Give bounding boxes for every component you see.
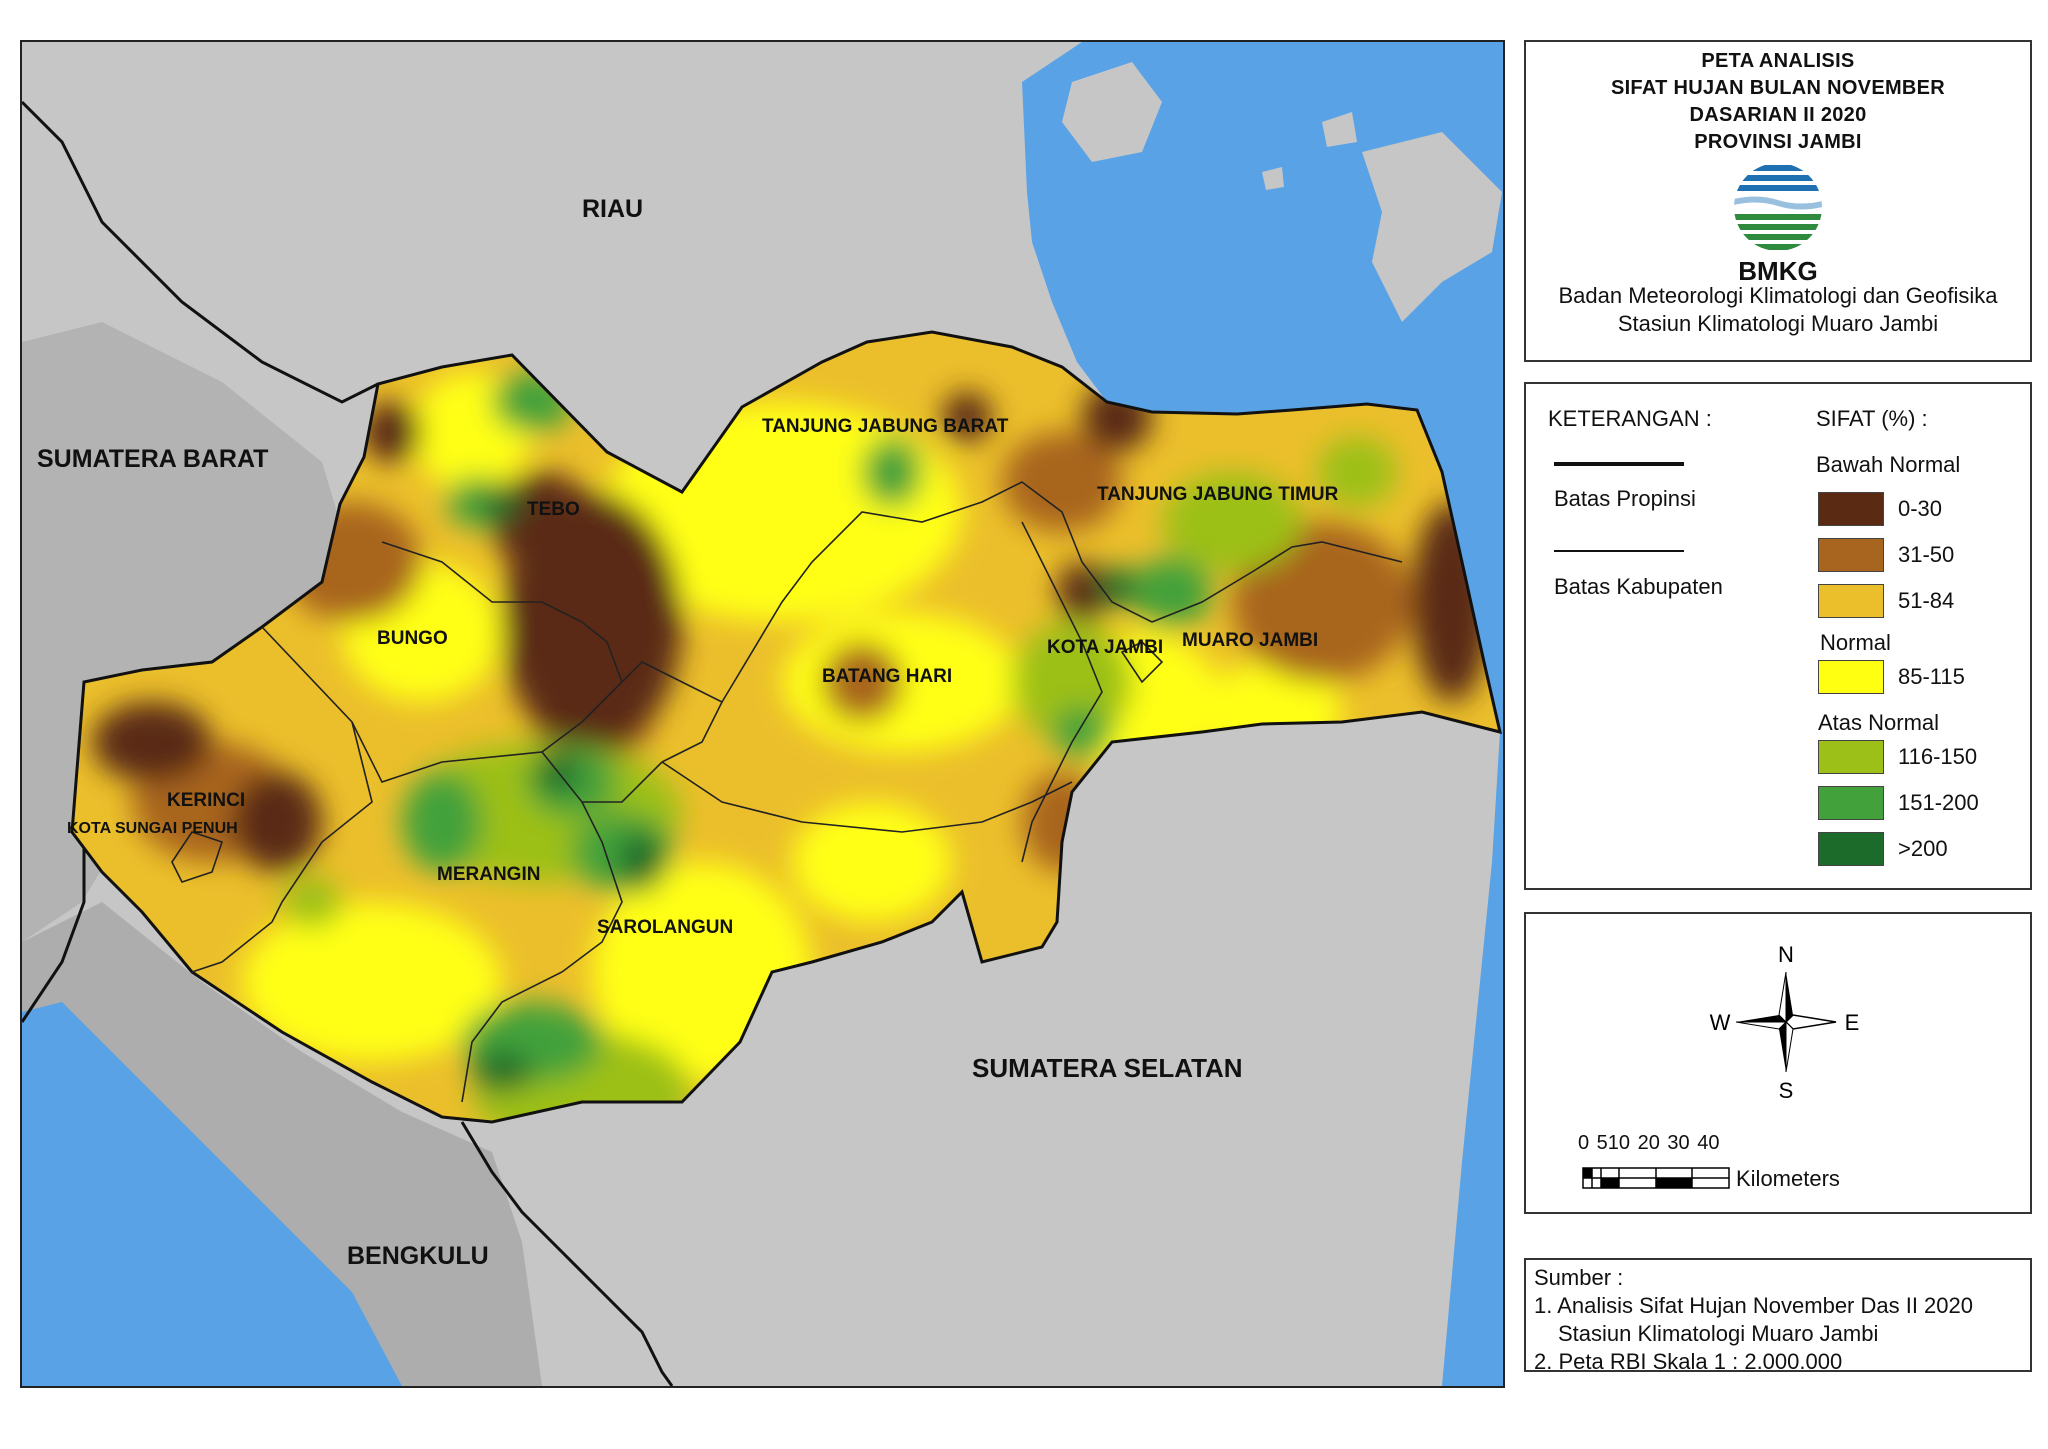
swatch-200 <box>1818 832 1884 866</box>
east-sea <box>1022 42 1503 1386</box>
map-labels: RIAU SUMATERA BARAT SUMATERA SELATAN BEN… <box>37 195 1339 1270</box>
district-label-kerinci: KERINCI <box>167 790 245 811</box>
class-label-151-200: 151-200 <box>1898 790 1979 815</box>
class-label-116-150: 116-150 <box>1898 744 1978 769</box>
swatch-85-115 <box>1818 660 1884 694</box>
compass-scale-panel: N S W E 0 510 20 30 40 Kilometers <box>1524 912 2032 1214</box>
swatch-116-150 <box>1818 740 1884 774</box>
map-title-line-3: DASARIAN II 2020 <box>1689 104 1867 126</box>
scale-unit: Kilometers <box>1736 1166 1840 1191</box>
compass-west: W <box>1710 1010 1731 1035</box>
source-panel: Sumber : 1. Analisis Sifat Hujan Novembe… <box>1524 1258 2032 1374</box>
district-label-tanjung-jabung-barat: TANJUNG JABUNG BARAT <box>762 416 1009 437</box>
source-line-2: Stasiun Klimatologi Muaro Jambi <box>1558 1321 1879 1346</box>
bmkg-logo: BMKG <box>1723 162 1833 286</box>
province-boundary-symbol <box>1554 462 1684 466</box>
district-label-bungo: BUNGO <box>377 628 448 649</box>
legend-district-boundary: Batas Kabupaten <box>1554 574 1723 599</box>
district-label-muaro-jambi: MUARO JAMBI <box>1182 630 1318 651</box>
province-boundary-north <box>22 100 379 404</box>
group-below-normal: Bawah Normal <box>1816 452 1961 477</box>
map-title-line-1: PETA ANALISIS <box>1701 50 1855 72</box>
province-boundary-south <box>460 1121 674 1386</box>
map-canvas: RIAU SUMATERA BARAT SUMATERA SELATAN BEN… <box>22 42 1503 1386</box>
group-normal: Normal <box>1820 630 1891 655</box>
compass-rose-icon: N S W E <box>1710 942 1860 1102</box>
district-label-sarolangun: SAROLANGUN <box>597 917 733 938</box>
region-label-sumatera-barat: SUMATERA BARAT <box>37 445 268 473</box>
district-label-merangin: MERANGIN <box>437 864 540 885</box>
bmkg-logo-icon <box>1734 163 1822 251</box>
map-title-line-4: PROVINSI JAMBI <box>1694 131 1862 153</box>
legend-panel: KETERANGAN : Batas Propinsi Batas Kabupa… <box>1524 382 2032 890</box>
legend-province-boundary: Batas Propinsi <box>1554 486 1696 511</box>
district-label-tebo: TEBO <box>527 499 580 520</box>
group-above-normal: Atas Normal <box>1818 710 1940 735</box>
class-label-85-115: 85-115 <box>1898 664 1965 689</box>
sifat-heading: SIFAT (%) : <box>1816 406 1928 431</box>
source-heading: Sumber : <box>1534 1265 1624 1290</box>
station-name: Stasiun Klimatologi Muaro Jambi <box>1617 311 1939 336</box>
agency-name: Badan Meteorologi Klimatologi dan Geofis… <box>1558 283 1998 308</box>
island-north <box>1062 62 1162 162</box>
swatch-51-84 <box>1818 584 1884 618</box>
bmkg-logo-text: BMKG <box>1738 256 1818 286</box>
district-label-tanjung-jabung-timur: TANJUNG JABUNG TIMUR <box>1097 484 1339 505</box>
region-label-sumatera-selatan: SUMATERA SELATAN <box>972 1053 1243 1083</box>
map-title-line-2: SIFAT HUJAN BULAN NOVEMBER <box>1610 77 1946 99</box>
swatch-31-50 <box>1818 538 1884 572</box>
scale-tick-labels: 0 510 20 30 40 <box>1578 1132 1720 1154</box>
source-line-3: 2. Peta RBI Skala 1 : 2.000.000 <box>1534 1349 1843 1374</box>
region-label-riau: RIAU <box>582 195 643 223</box>
class-label-31-50: 31-50 <box>1898 542 1955 567</box>
region-label-bengkulu: BENGKULU <box>347 1242 489 1270</box>
swatch-0-30 <box>1818 492 1884 526</box>
district-boundary-symbol <box>1554 550 1684 552</box>
island-small-2 <box>1262 167 1284 190</box>
legend-heading: KETERANGAN : <box>1548 406 1712 431</box>
title-panel: PETA ANALISIS SIFAT HUJAN BULAN NOVEMBER… <box>1524 40 2032 362</box>
district-boundaries <box>171 481 1403 1103</box>
compass-south: S <box>1779 1078 1794 1102</box>
island-east <box>1362 132 1502 322</box>
swatch-151-200 <box>1818 786 1884 820</box>
district-label-batang-hari: BATANG HARI <box>822 666 952 687</box>
indian-ocean <box>22 1002 402 1386</box>
compass-east: E <box>1845 1010 1860 1035</box>
district-label-kota-sungai-penuh: KOTA SUNGAI PENUH <box>67 820 238 837</box>
class-label-200: >200 <box>1898 836 1948 861</box>
map-frame[interactable]: RIAU SUMATERA BARAT SUMATERA SELATAN BEN… <box>20 40 1505 1388</box>
class-label-0-30: 0-30 <box>1898 496 1943 521</box>
district-label-kota-jambi: KOTA JAMBI <box>1047 637 1163 658</box>
class-label-51-84: 51-84 <box>1898 588 1955 613</box>
scale-bar <box>1582 1167 1730 1189</box>
compass-north: N <box>1778 942 1794 967</box>
island-small-1 <box>1322 112 1357 147</box>
source-line-1: 1. Analisis Sifat Hujan November Das II … <box>1534 1293 1974 1318</box>
